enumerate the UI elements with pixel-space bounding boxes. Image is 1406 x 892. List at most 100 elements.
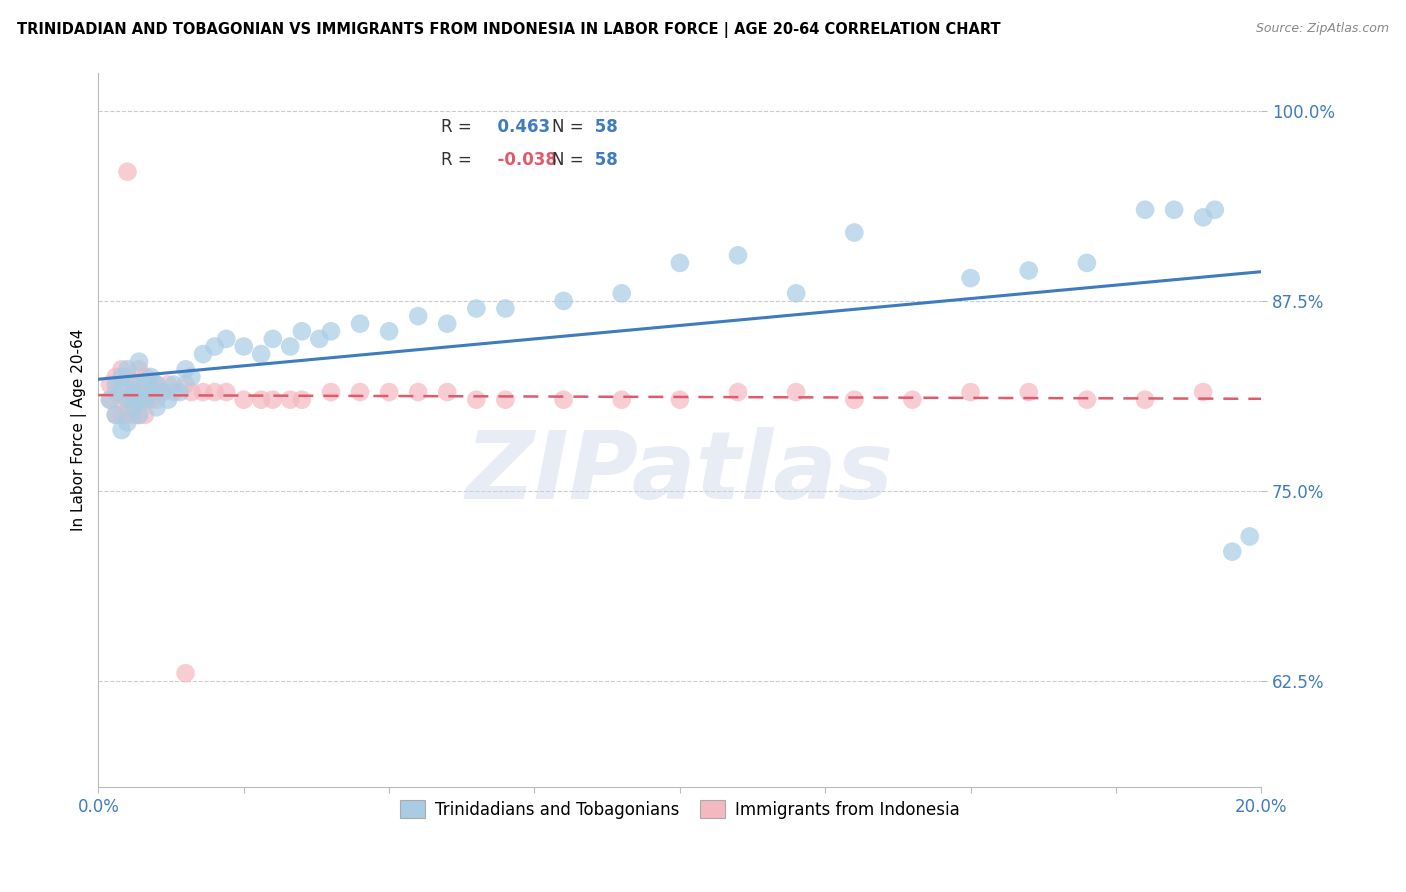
Point [180,385,202,400]
Point [406,385,429,400]
Point [104,377,127,392]
Point [134,370,156,384]
Text: 58: 58 [589,118,617,136]
Point [134,408,156,422]
Point [291,324,314,338]
Point [122,377,145,392]
Point [610,392,633,407]
Point [349,385,371,400]
Point [145,377,167,392]
Point [128,392,150,407]
Point [378,385,401,400]
Point [1220,544,1243,558]
Point [117,416,139,430]
Text: TRINIDADIAN AND TOBAGONIAN VS IMMIGRANTS FROM INDONESIA IN LABOR FORCE | AGE 20-: TRINIDADIAN AND TOBAGONIAN VS IMMIGRANTS… [17,22,1001,38]
Point [180,370,202,384]
Point [250,347,273,361]
Point [610,286,633,301]
Point [844,226,866,240]
Point [1239,529,1261,543]
Point [122,385,145,400]
Point [406,309,429,323]
Point [98,392,121,407]
Point [204,339,226,353]
Text: 58: 58 [589,151,617,169]
Point [1018,385,1040,400]
Point [669,392,692,407]
Text: R =: R = [441,118,472,136]
Point [262,392,284,407]
Point [117,392,139,407]
Point [1076,392,1098,407]
Point [727,385,749,400]
Point [104,408,127,422]
Point [308,332,330,346]
Point [128,408,150,422]
Point [465,301,488,316]
Point [128,362,150,376]
Text: R =: R = [441,151,472,169]
Point [278,392,301,407]
Point [727,248,749,262]
Text: N =: N = [553,151,583,169]
Point [117,165,139,179]
Point [901,392,924,407]
Point [98,392,121,407]
Point [110,408,132,422]
Point [215,385,238,400]
Point [128,354,150,368]
Point [191,385,214,400]
Point [436,317,458,331]
Point [436,385,458,400]
Point [117,362,139,376]
Text: -0.038: -0.038 [485,151,557,169]
Point [278,339,301,353]
Point [465,392,488,407]
Point [110,362,132,376]
Point [1192,385,1215,400]
Point [139,392,162,407]
Point [291,392,314,407]
Point [1192,211,1215,225]
Text: Source: ZipAtlas.com: Source: ZipAtlas.com [1256,22,1389,36]
Point [959,271,981,285]
Point [104,408,127,422]
Point [174,362,197,376]
Point [134,377,156,392]
Point [250,392,273,407]
Point [150,385,173,400]
Point [215,332,238,346]
Text: 0.463: 0.463 [485,118,550,136]
Legend: Trinidadians and Tobagonians, Immigrants from Indonesia: Trinidadians and Tobagonians, Immigrants… [394,794,966,825]
Point [110,392,132,407]
Point [117,408,139,422]
Point [122,377,145,392]
Point [110,370,132,384]
Point [157,392,180,407]
Point [134,392,156,407]
Point [262,332,284,346]
Point [319,385,342,400]
Point [150,385,173,400]
Point [157,377,180,392]
Point [174,377,197,392]
Point [117,392,139,407]
Point [104,370,127,384]
Point [1076,256,1098,270]
Point [553,293,575,308]
Text: ZIPatlas: ZIPatlas [465,427,894,519]
Point [959,385,981,400]
Point [110,385,132,400]
Point [163,385,186,400]
Point [134,392,156,407]
Point [122,408,145,422]
Point [139,370,162,384]
Point [98,377,121,392]
Point [163,377,186,392]
Point [139,385,162,400]
Point [104,385,127,400]
Point [553,392,575,407]
Point [204,385,226,400]
Point [174,666,197,681]
Point [110,423,132,437]
